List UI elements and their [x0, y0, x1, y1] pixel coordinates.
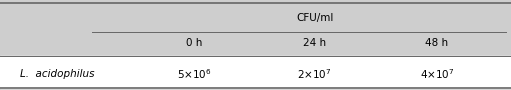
Bar: [0, 56, 511, 88]
Text: 0 h: 0 h: [186, 38, 202, 48]
Text: 48 h: 48 h: [425, 38, 449, 48]
Text: 24 h: 24 h: [303, 38, 326, 48]
Text: CFU/ml: CFU/ml: [297, 13, 334, 23]
Text: $\mathregular{5×10^{6}}$: $\mathregular{5×10^{6}}$: [177, 67, 212, 81]
Text: $\mathregular{4×10^{7}}$: $\mathregular{4×10^{7}}$: [420, 67, 454, 81]
Text: L.  acidophilus: L. acidophilus: [20, 69, 95, 79]
Text: $\mathregular{2×10^{7}}$: $\mathregular{2×10^{7}}$: [297, 67, 332, 81]
